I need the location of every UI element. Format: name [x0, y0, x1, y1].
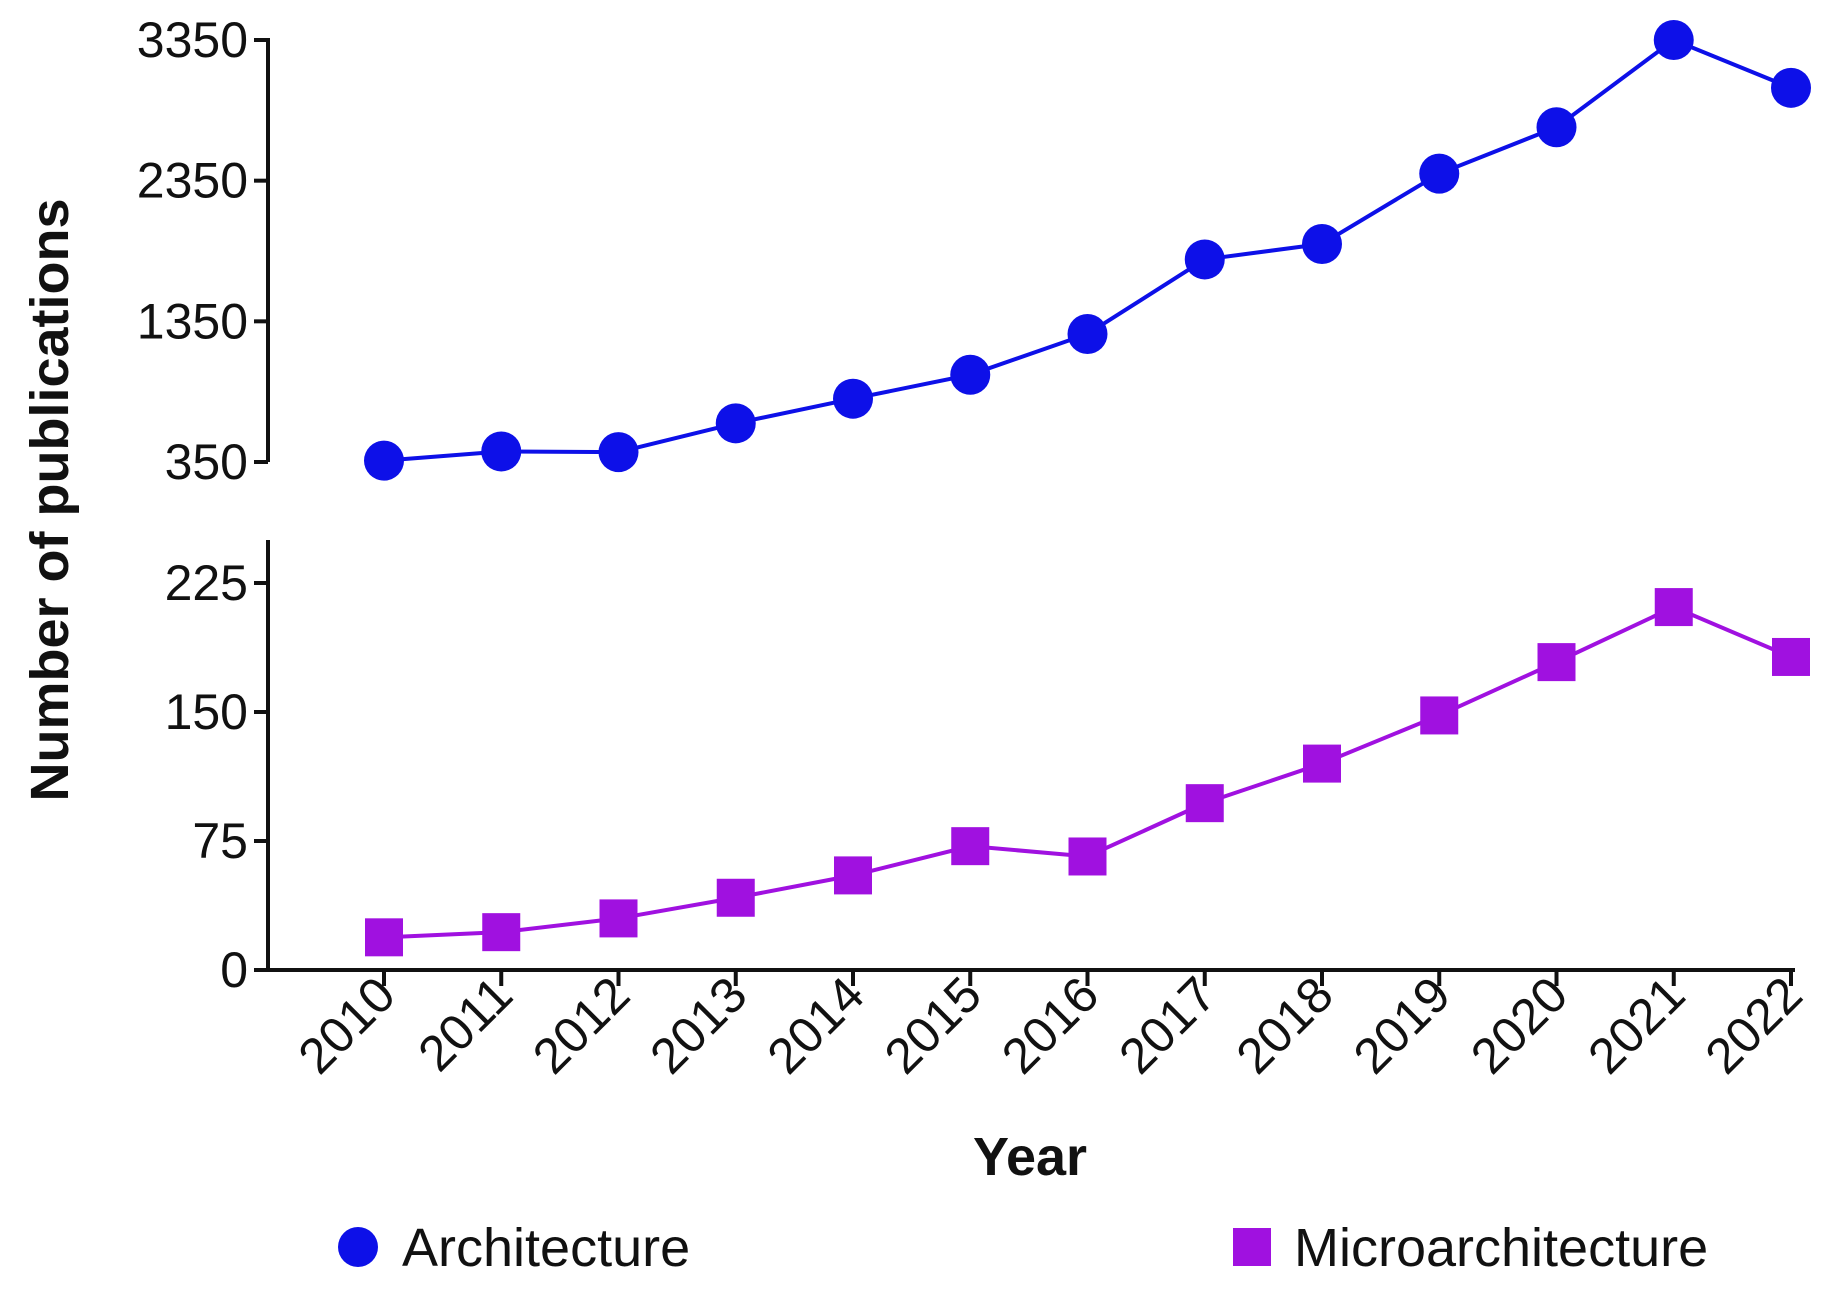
x-tick-label: 2018	[1226, 966, 1344, 1084]
architecture-point-2013	[715, 403, 756, 444]
upper-y-tick-label: 3350	[137, 12, 248, 68]
y-axis-title: Number of publications	[20, 198, 80, 801]
microarchitecture-point-2018	[1303, 744, 1341, 783]
upper-y-tick-label: 1350	[137, 293, 248, 349]
microarchitecture-point-2014	[834, 856, 872, 895]
x-tick-label: 2017	[1108, 966, 1226, 1084]
x-tick-label: 2011	[407, 966, 523, 1082]
x-tick-label: 2019	[1343, 966, 1461, 1084]
x-tick-label: 2015	[874, 966, 992, 1084]
lower-y-tick-label: 225	[165, 555, 248, 611]
architecture-point-2021	[1653, 20, 1694, 60]
upper-y-tick-label: 350	[165, 434, 248, 490]
architecture-point-2018	[1302, 223, 1342, 264]
architecture-point-2012	[598, 432, 639, 473]
microarchitecture-point-2020	[1537, 643, 1576, 682]
microarchitecture-point-2011	[482, 913, 521, 952]
microarchitecture-point-2021	[1654, 588, 1693, 627]
architecture-point-2015	[950, 354, 991, 395]
microarchitecture-series-line	[383, 604, 1792, 940]
upper-y-tick-label: 2350	[137, 153, 248, 209]
x-axis-title: Year	[973, 1127, 1087, 1187]
architecture-point-2010	[364, 440, 404, 481]
microarchitecture-point-2022	[1772, 637, 1810, 676]
microarchitecture-point-2017	[1185, 784, 1224, 823]
x-tick-label: 2013	[639, 966, 757, 1084]
microarchitecture-point-2010	[365, 918, 403, 957]
legend-architecture-label: Architecture	[402, 1218, 690, 1278]
architecture-point-2017	[1184, 239, 1225, 280]
legend-architecture-marker	[338, 1227, 378, 1267]
microarchitecture-point-2012	[599, 899, 638, 938]
microarchitecture-point-2016	[1068, 837, 1107, 876]
architecture-point-2014	[833, 378, 873, 419]
microarchitecture-point-2015	[951, 827, 990, 866]
microarchitecture-point-2019	[1420, 696, 1459, 735]
upper-panel: 3350 2350 1350 350	[137, 12, 1811, 490]
x-tick-label: 2020	[1460, 966, 1578, 1084]
legend-microarchitecture-marker	[1233, 1228, 1271, 1266]
x-tick-label: 2012	[522, 966, 640, 1084]
architecture-point-2019	[1419, 153, 1460, 194]
legend: Architecture Microarchitecture	[338, 1218, 1708, 1278]
x-tick-label: 2014	[757, 966, 875, 1084]
x-tick-label: 2021	[1577, 966, 1695, 1084]
architecture-series-line	[383, 37, 1792, 463]
legend-microarchitecture-label: Microarchitecture	[1294, 1218, 1708, 1278]
lower-y-tick-label: 150	[165, 684, 248, 740]
lower-y-tick-label: 75	[192, 813, 248, 869]
x-tick-label: 2022	[1695, 966, 1813, 1084]
x-tick-label: 2016	[991, 966, 1109, 1084]
architecture-point-2011	[481, 431, 522, 472]
x-tick-label: 2010	[288, 966, 406, 1084]
microarchitecture-point-2013	[716, 878, 755, 917]
architecture-point-2022	[1771, 67, 1811, 108]
architecture-point-2020	[1536, 107, 1577, 148]
architecture-point-2016	[1067, 313, 1108, 354]
lower-y-tick-label: 0	[220, 942, 248, 998]
